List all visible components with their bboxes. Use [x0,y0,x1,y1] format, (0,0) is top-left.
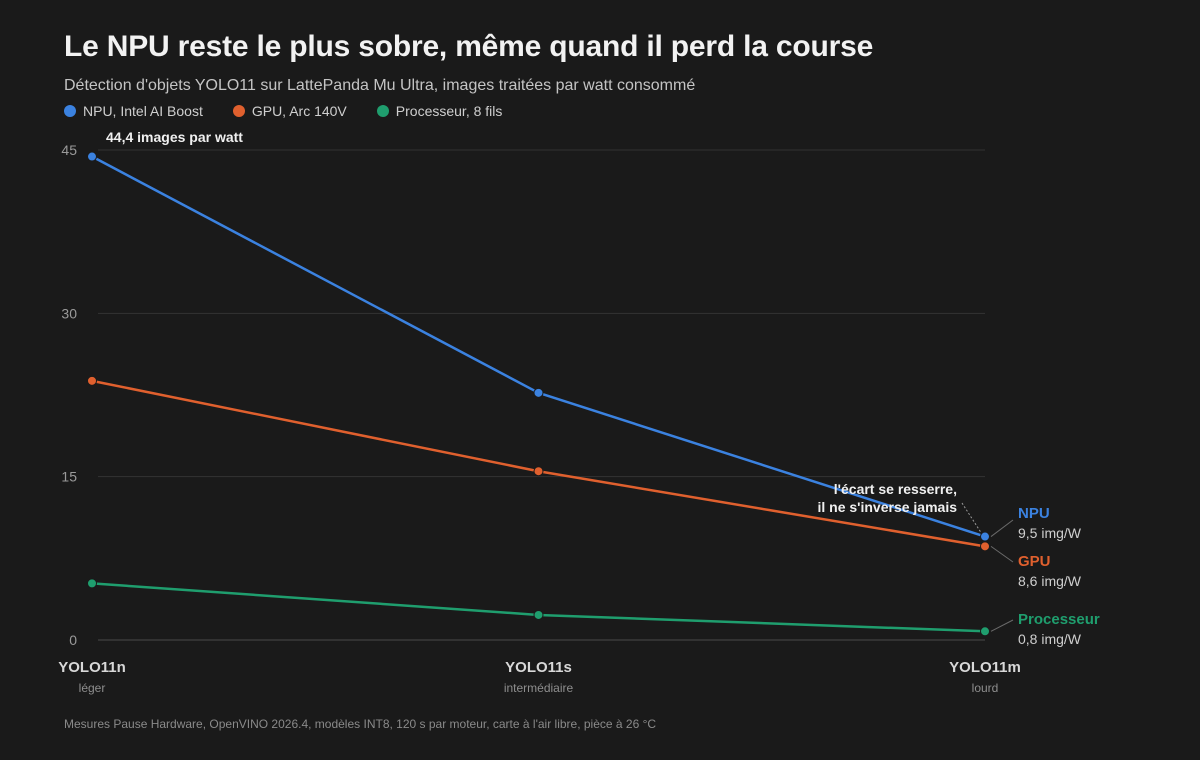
source-note: Mesures Pause Hardware, OpenVINO 2026.4,… [64,717,657,731]
x-tick-sublabel-yolo11s: intermédiaire [504,681,574,695]
end-label-leader-npu [990,519,1014,537]
end-label-leader-cpu [990,619,1014,632]
end-value-label-gpu: 8,6 img/W [1018,573,1082,589]
data-point-cpu-yolo11s [533,609,544,620]
y-tick-label-30: 30 [61,305,77,321]
legend-label-npu: NPU, Intel AI Boost [83,103,203,119]
series-line-cpu [90,582,987,633]
legend-item-gpu: GPU, Arc 140V [232,103,347,119]
data-point-cpu-yolo11n [87,578,97,589]
annotation-gap-leader [961,502,982,533]
x-tick-label-yolo11n: YOLO11n [58,659,126,676]
chart-title: Le NPU reste le plus sobre, même quand i… [64,30,874,63]
annotation-gap-line1: l'écart se resserre, [834,481,957,497]
label-layer: 0 15 30 45 YOLO11n léger YOLO11s intermédiaire Y… [58,142,1100,695]
end-label-leader-gpu [990,545,1014,563]
series-line-gpu [90,379,987,548]
end-label-cpu: Processeur [1018,611,1100,628]
legend-swatch-npu [64,105,76,117]
y-tick-label-45: 45 [61,142,77,158]
x-tick-sublabel-yolo11m: lourd [972,681,999,695]
x-tick-label-yolo11m: YOLO11m [949,659,1021,676]
legend-item-npu: NPU, Intel AI Boost [64,103,203,119]
y-tick-label-0: 0 [69,632,77,648]
x-tick-sublabel-yolo11n: léger [79,681,106,695]
end-label-gpu: GPU [1018,553,1051,570]
y-tick-label-15: 15 [61,469,77,485]
annotation-layer: 44,4 images par watt l'écart se resserre,… [106,129,1014,632]
annotation-peak: 44,4 images par watt [106,129,243,145]
annotation-gap-line2: il ne s'inverse jamais [817,499,957,515]
data-point-npu-yolo11n [87,151,97,162]
series-line-npu [90,155,987,538]
data-point-gpu-yolo11m [980,541,990,552]
legend-label-gpu: GPU, Arc 140V [251,103,347,119]
series-layer [87,151,990,637]
end-label-npu: NPU [1018,505,1050,522]
data-point-npu-yolo11m [980,531,990,542]
data-point-npu-yolo11s [533,387,544,398]
legend-item-cpu: Processeur, 8 fils [376,103,503,119]
grid-layer [98,149,985,641]
data-point-cpu-yolo11m [980,626,990,637]
end-value-label-npu: 9,5 img/W [1018,525,1082,541]
legend: NPU, Intel AI Boost GPU, Arc 140V Proces… [64,103,502,119]
chart-subtitle: Détection d'objets YOLO11 sur LattePanda… [64,77,696,94]
legend-label-cpu: Processeur, 8 fils [395,103,503,119]
end-value-label-cpu: 0,8 img/W [1018,631,1082,647]
x-tick-label-yolo11s: YOLO11s [505,659,572,676]
legend-swatch-cpu [376,105,389,117]
data-point-gpu-yolo11n [87,375,97,386]
legend-swatch-gpu [232,105,245,117]
data-point-gpu-yolo11s [533,466,544,477]
